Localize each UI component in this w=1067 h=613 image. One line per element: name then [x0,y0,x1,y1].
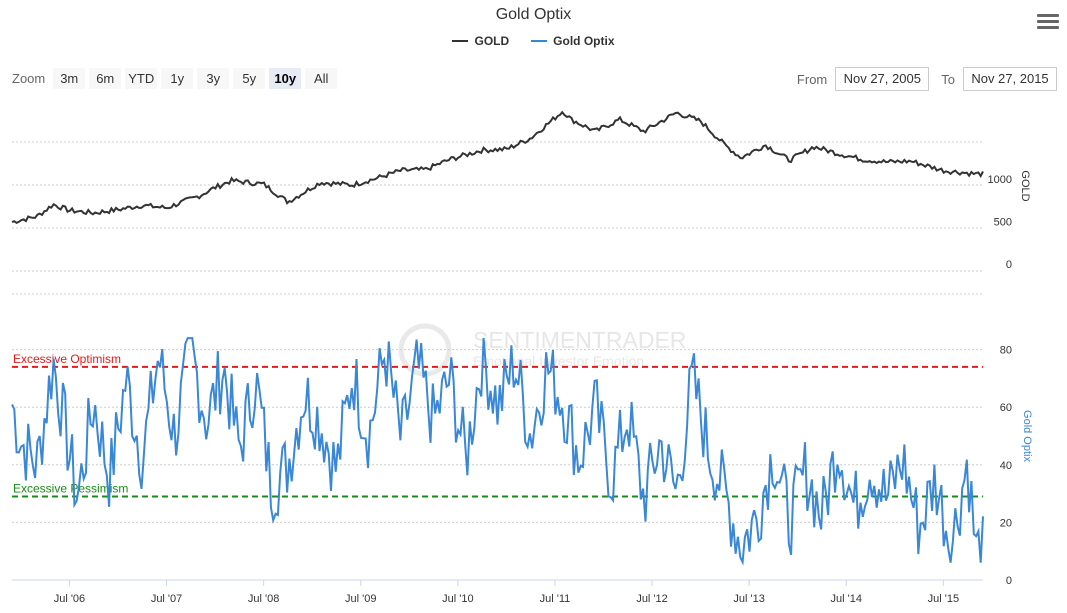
gold-optix-line [11,337,984,566]
to-date-input[interactable]: Nov 27, 2015 [963,67,1057,91]
x-tick-label: Jul '09 [345,593,376,605]
reference-lines: Excessive Optimism Excessive Pessimism [12,352,983,498]
legend-item-gold[interactable]: GOLD [452,34,509,48]
zoom-button-3y[interactable]: 3y [197,68,230,89]
gold-y-axis: 0 500 1000 GOLD [988,170,1031,271]
watermark-name: SENTIMENTRADER [473,327,686,353]
legend-label-gold: GOLD [474,34,510,48]
zoom-button-3m[interactable]: 3m [53,68,86,89]
chart-legend: GOLD Gold Optix [0,34,1067,48]
optix-axis-title: Gold Optix [1021,410,1033,462]
zoom-button-all[interactable]: All [305,68,338,89]
zoom-button-6m[interactable]: 6m [89,68,122,89]
zoom-button-10y[interactable]: 10y [269,68,302,89]
excessive-pessimism-label: Excessive Pessimism [13,481,128,495]
x-tick-label: Jul '11 [540,593,571,605]
to-label: To [941,71,955,87]
gold-y-tick-label: 500 [994,217,1012,229]
optix-y-tick-label: 80 [1000,345,1012,357]
x-tick-label: Jul '07 [151,593,182,605]
x-tick-label: Jul '12 [636,593,667,605]
zoom-label: Zoom [12,71,46,86]
x-tick-label: Jul '15 [928,593,959,605]
zoom-button-ytd[interactable]: YTD [125,68,158,89]
gold-line [11,110,984,225]
menu-bar [1037,25,1059,29]
x-axis: Jul '06 Jul '07 Jul '08 Jul '09 Jul '10 Jul '… [12,579,983,605]
legend-item-gold-optix[interactable]: Gold Optix [531,34,615,48]
gold-y-tick-label: 1000 [988,174,1012,186]
gold-panel-grid [12,141,983,295]
legend-swatch-gold [452,40,469,42]
gold-series [11,110,984,225]
excessive-optimism-label: Excessive Optimism [13,352,121,366]
x-tick-label: Jul '14 [831,593,862,605]
legend-swatch-gold-optix [531,40,548,42]
from-label: From [796,71,828,87]
legend-label-gold-optix: Gold Optix [553,34,615,48]
chart-title: Gold Optix [495,6,572,23]
watermark-tagline: Emotional Investor Emotion [473,353,644,369]
gold-y-tick-label: 0 [1006,259,1012,271]
gold-optix-series [11,337,984,566]
x-tick-label: Jul '10 [442,593,473,605]
zoom-button-5y[interactable]: 5y [233,68,266,89]
optix-y-tick-label: 0 [1006,575,1012,587]
date-range-selector: From Nov 27, 2005 To Nov 27, 2015 [797,67,1057,91]
hamburger-menu-icon[interactable] [1037,10,1059,32]
menu-bar [1037,13,1059,17]
zoom-button-1y[interactable]: 1y [161,68,194,89]
x-tick-label: Jul '13 [733,593,764,605]
gold-axis-title: GOLD [1019,170,1031,201]
from-date-input[interactable]: Nov 27, 2005 [835,67,930,91]
x-tick-label: Jul '06 [54,593,85,605]
x-tick-label: Jul '08 [248,593,279,605]
zoom-selector: Zoom 3m 6m YTD 1y 3y 5y 10y All [12,68,338,89]
optix-y-tick-label: 40 [1000,460,1012,472]
menu-bar [1037,19,1059,23]
optix-y-axis: 0 20 40 60 80 Gold Optix [1000,345,1033,587]
optix-y-tick-label: 20 [1000,517,1012,529]
optix-y-tick-label: 60 [1000,402,1012,414]
